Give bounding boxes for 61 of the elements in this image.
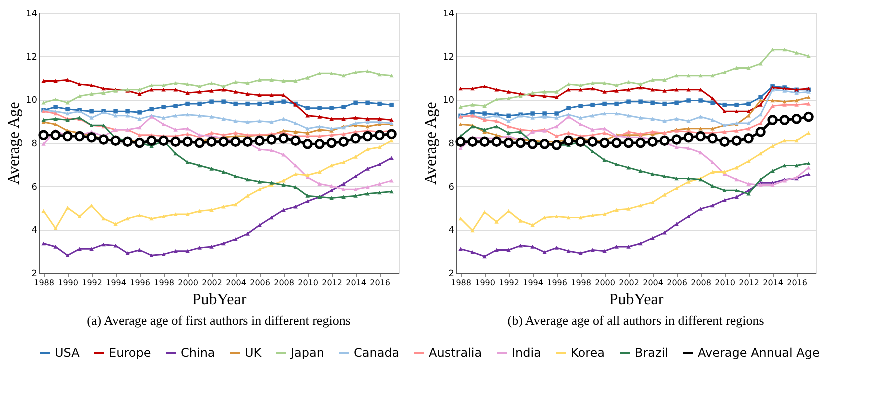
x-tick-label: 1998 <box>571 278 592 288</box>
x-tick-label: 2002 <box>619 278 640 288</box>
legend-label: China <box>181 346 216 360</box>
x-tick-label: 1994 <box>106 278 126 288</box>
legend-label: Korea <box>571 346 606 360</box>
y-axis-title: Average Age <box>6 102 24 185</box>
x-tick-label: 1990 <box>58 278 78 288</box>
y-tick-label: 10 <box>26 96 38 106</box>
legend-label: UK <box>245 346 263 360</box>
legend-label: USA <box>55 346 81 360</box>
y-tick-label: 6 <box>448 182 455 193</box>
x-tick-label: 2000 <box>595 278 616 288</box>
x-tick-label: 2016 <box>787 278 808 288</box>
x-tick-label: 2006 <box>667 278 688 288</box>
x-tick-label: 2012 <box>739 278 760 288</box>
x-tick-label: 2008 <box>274 278 294 288</box>
x-tick-label: 2010 <box>298 278 318 288</box>
x-tick-label: 1996 <box>547 278 568 288</box>
x-tick-label: 2014 <box>763 278 784 288</box>
y-tick-label: 8 <box>32 140 38 150</box>
y-tick-label: 6 <box>32 182 38 193</box>
y-tick-label: 4 <box>32 226 38 236</box>
x-tick-label: 2008 <box>691 278 712 288</box>
x-tick-label: 2010 <box>715 278 736 288</box>
x-tick-label: 2016 <box>370 278 390 288</box>
legend-label: Canada <box>354 346 400 360</box>
x-tick-label: 1994 <box>523 278 544 288</box>
x-tick-label: 1990 <box>475 278 496 288</box>
x-tick-label: 2004 <box>643 278 664 288</box>
y-tick-label: 12 <box>443 52 454 63</box>
y-tick-label: 8 <box>448 140 455 150</box>
y-tick-label: 12 <box>26 52 38 63</box>
x-tick-label: 2006 <box>250 278 270 288</box>
x-tick-label: 1998 <box>154 278 174 288</box>
legend-label: Australia <box>429 346 482 360</box>
legend-label: India <box>512 346 542 360</box>
y-tick-label: 2 <box>448 270 454 280</box>
y-tick-label: 10 <box>443 96 455 106</box>
x-tick-label: 2004 <box>226 278 246 288</box>
text: (b) Average age of all authors in different regions <box>508 313 764 328</box>
x-tick-label: 2014 <box>346 278 366 288</box>
legend-label: Europe <box>109 346 152 360</box>
text: (a) Average age of first authors in different regions <box>87 313 351 328</box>
y-tick-label: 4 <box>448 226 455 236</box>
legend-label: Average Annual Age <box>698 346 820 360</box>
x-tick-label: 1992 <box>499 278 520 288</box>
y-axis-title: Average Age <box>423 102 440 185</box>
legend-label: Brazil <box>635 346 668 360</box>
y-tick-label: 14 <box>443 10 455 20</box>
x-tick-label: 2002 <box>202 278 222 288</box>
x-axis-title: PubYear <box>192 292 248 308</box>
y-tick-label: 14 <box>26 10 38 20</box>
x-tick-label: 2000 <box>178 278 198 288</box>
x-axis-title: PubYear <box>609 292 664 308</box>
x-tick-label: 1988 <box>451 278 472 288</box>
x-tick-label: 1988 <box>34 278 54 288</box>
x-tick-label: 2012 <box>322 278 342 288</box>
x-tick-label: 1992 <box>82 278 102 288</box>
legend-label: Japan <box>290 346 324 360</box>
x-tick-label: 1996 <box>130 278 150 288</box>
y-tick-label: 2 <box>32 270 38 280</box>
